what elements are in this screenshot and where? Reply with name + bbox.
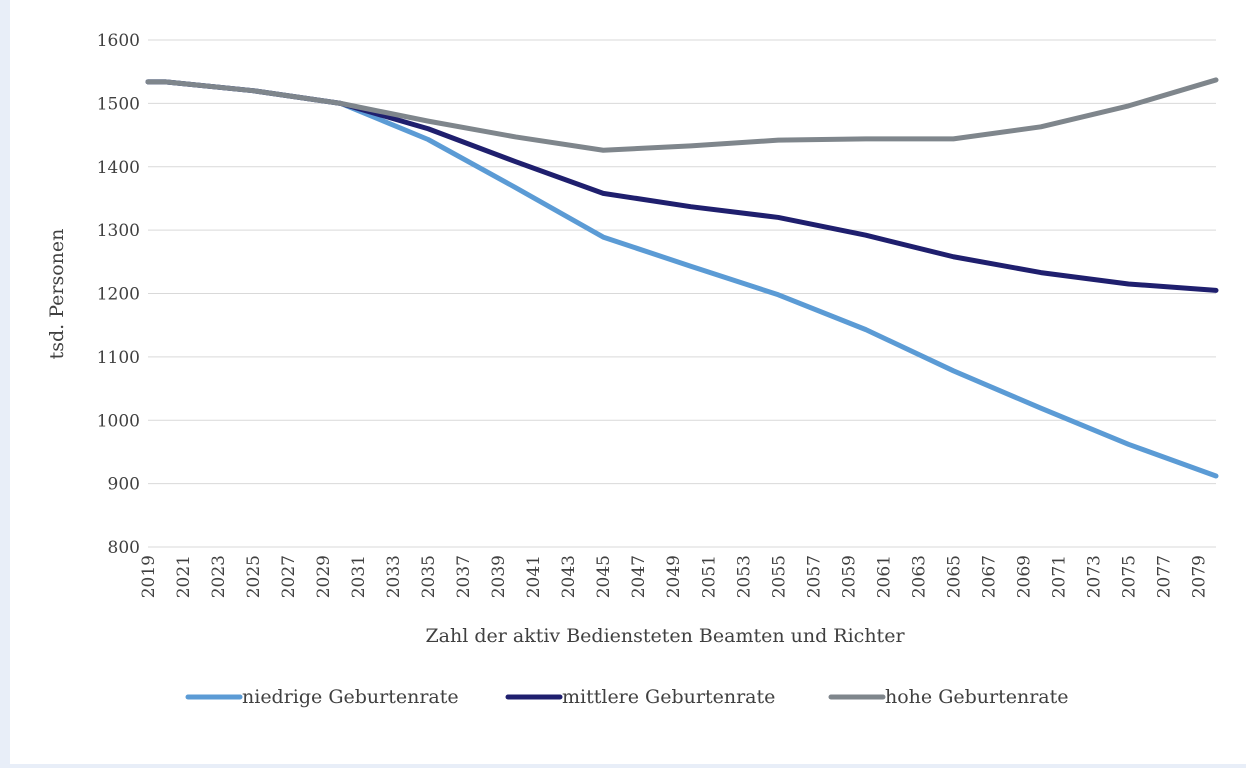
x-tick-2031: 2031 bbox=[349, 555, 369, 598]
x-tick-2039: 2039 bbox=[489, 555, 509, 598]
legend-label-1: niedrige Geburtenrate bbox=[242, 686, 459, 708]
series-line-2 bbox=[145, 79, 1219, 293]
x-tick-2079: 2079 bbox=[1189, 555, 1209, 598]
legend: niedrige Geburtenrate mittlere Geburtenra… bbox=[185, 686, 1069, 708]
x-tick-2059: 2059 bbox=[839, 555, 859, 598]
x-tick-2019: 2019 bbox=[139, 555, 159, 598]
x-tick-2067: 2067 bbox=[979, 555, 999, 598]
y-tick-1600: 1600 bbox=[97, 31, 140, 51]
x-tick-2053: 2053 bbox=[734, 555, 754, 598]
x-tick-2047: 2047 bbox=[629, 555, 649, 598]
x-axis-label: Zahl der aktiv Bediensteten Beamten und … bbox=[425, 625, 905, 647]
series-lines bbox=[145, 77, 1219, 479]
x-tick-2061: 2061 bbox=[874, 555, 894, 598]
x-tick-2051: 2051 bbox=[699, 555, 719, 598]
y-tick-1500: 1500 bbox=[97, 94, 140, 114]
y-tick-1100: 1100 bbox=[97, 348, 140, 368]
x-tick-2035: 2035 bbox=[419, 555, 439, 598]
x-tick-2045: 2045 bbox=[594, 555, 614, 598]
series-line-1 bbox=[145, 79, 1219, 479]
x-tick-2041: 2041 bbox=[524, 555, 544, 598]
x-tick-2077: 2077 bbox=[1154, 555, 1174, 598]
y-tick-1000: 1000 bbox=[97, 411, 140, 431]
y-tick-800: 800 bbox=[108, 538, 140, 558]
x-tick-2069: 2069 bbox=[1014, 555, 1034, 598]
x-tick-2037: 2037 bbox=[454, 555, 474, 598]
x-tick-2055: 2055 bbox=[769, 555, 789, 598]
legend-label-2: mittlere Geburtenrate bbox=[562, 686, 775, 708]
x-tick-2057: 2057 bbox=[804, 555, 824, 598]
y-tick-900: 900 bbox=[108, 475, 140, 495]
x-tick-2065: 2065 bbox=[944, 555, 964, 598]
y-tick-1300: 1300 bbox=[97, 221, 140, 241]
legend-label-3: hohe Geburtenrate bbox=[885, 686, 1069, 708]
x-tick-2025: 2025 bbox=[244, 555, 264, 598]
y-tick-1400: 1400 bbox=[97, 158, 140, 178]
y-axis-label: tsd. Personen bbox=[46, 229, 68, 360]
y-tick-labels: 800 900 1000 1100 1200 1300 1400 1500 1600 bbox=[97, 31, 140, 558]
x-tick-2023: 2023 bbox=[209, 555, 229, 598]
x-tick-2073: 2073 bbox=[1084, 555, 1104, 598]
x-tick-2071: 2071 bbox=[1049, 555, 1069, 598]
x-tick-2049: 2049 bbox=[664, 555, 684, 598]
gridlines bbox=[148, 39, 1216, 548]
x-tick-2063: 2063 bbox=[909, 555, 929, 598]
x-tick-2029: 2029 bbox=[314, 555, 334, 598]
y-tick-1200: 1200 bbox=[97, 285, 140, 305]
x-tick-2027: 2027 bbox=[279, 555, 299, 598]
x-tick-2033: 2033 bbox=[384, 555, 404, 598]
x-tick-2075: 2075 bbox=[1119, 555, 1139, 598]
x-tick-labels: 2019 2021 2023 2025 2027 2029 2031 2033 2035 2037… bbox=[139, 555, 1209, 598]
series-line-3 bbox=[145, 77, 1219, 153]
chart-frame: 800 900 1000 1100 1200 1300 1400 1500 1600 2019 2… bbox=[10, 0, 1246, 764]
x-tick-2043: 2043 bbox=[559, 555, 579, 598]
x-tick-2021: 2021 bbox=[174, 555, 194, 598]
